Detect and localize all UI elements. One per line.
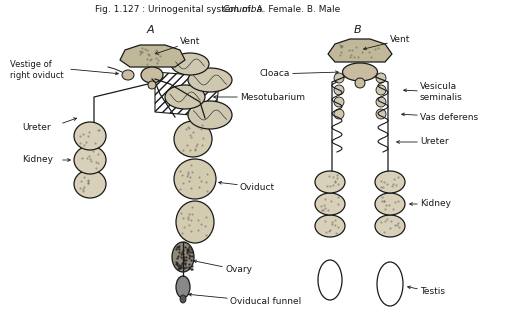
Ellipse shape [334, 85, 344, 95]
Text: Vestige of
right oviduct: Vestige of right oviduct [10, 60, 63, 80]
Text: Vent: Vent [156, 37, 200, 54]
Text: Kidney: Kidney [22, 155, 53, 164]
Text: Oviduct: Oviduct [219, 181, 275, 192]
Text: Vesicula
seminalis: Vesicula seminalis [403, 82, 463, 102]
Text: Ureter: Ureter [22, 123, 51, 131]
Ellipse shape [315, 193, 345, 215]
Text: Cloaca: Cloaca [260, 70, 338, 79]
Ellipse shape [318, 260, 342, 300]
Ellipse shape [376, 73, 386, 83]
Text: : A. Female. B. Male: : A. Female. B. Male [248, 4, 340, 13]
Text: Columba: Columba [223, 4, 263, 13]
Polygon shape [120, 45, 185, 67]
Ellipse shape [188, 101, 232, 129]
Ellipse shape [74, 170, 106, 198]
Polygon shape [328, 39, 392, 62]
Ellipse shape [122, 70, 134, 80]
Ellipse shape [375, 193, 405, 215]
Ellipse shape [74, 122, 106, 150]
Ellipse shape [141, 67, 163, 83]
Ellipse shape [343, 63, 377, 81]
Text: Kidney: Kidney [410, 199, 451, 208]
Text: Vent: Vent [364, 36, 411, 50]
Text: B: B [354, 25, 362, 35]
Ellipse shape [188, 68, 232, 92]
Text: Fig. 1.127 : Urinogenital system of: Fig. 1.127 : Urinogenital system of [95, 4, 253, 13]
Ellipse shape [176, 201, 214, 243]
Ellipse shape [375, 171, 405, 193]
Ellipse shape [355, 78, 365, 88]
Ellipse shape [376, 109, 386, 119]
Ellipse shape [176, 276, 190, 298]
Ellipse shape [180, 295, 186, 303]
Text: Oviducal funnel: Oviducal funnel [189, 293, 301, 306]
Ellipse shape [165, 85, 205, 109]
Ellipse shape [375, 215, 405, 237]
Text: Ovary: Ovary [194, 260, 252, 275]
Ellipse shape [74, 146, 106, 174]
Ellipse shape [377, 262, 403, 306]
Ellipse shape [171, 53, 209, 75]
Ellipse shape [172, 242, 194, 272]
Text: Mesotubarium: Mesotubarium [214, 92, 305, 101]
Ellipse shape [315, 171, 345, 193]
Text: Ureter: Ureter [397, 138, 449, 147]
Ellipse shape [148, 81, 156, 89]
Ellipse shape [376, 97, 386, 107]
Ellipse shape [315, 215, 345, 237]
Ellipse shape [376, 85, 386, 95]
Ellipse shape [334, 97, 344, 107]
Ellipse shape [174, 159, 216, 199]
Text: Vas deferens: Vas deferens [402, 113, 478, 121]
Text: A: A [146, 25, 154, 35]
Text: Testis: Testis [408, 286, 445, 296]
Ellipse shape [334, 73, 344, 83]
Ellipse shape [174, 121, 212, 157]
Ellipse shape [334, 109, 344, 119]
